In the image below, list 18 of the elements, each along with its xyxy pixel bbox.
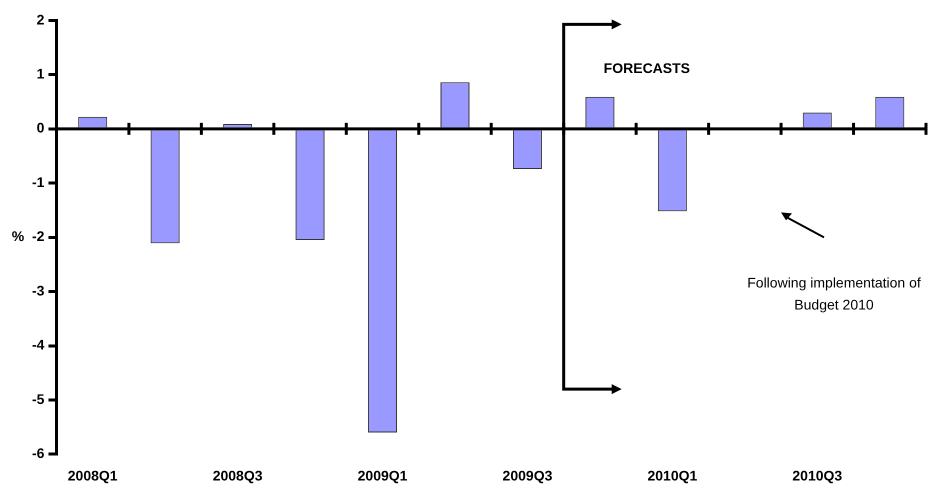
annotation: Following implementation of Budget 2010 [747,274,921,312]
y-tick-label: -5 [32,390,45,407]
y-tick-label: 2 [36,11,45,28]
x-tick-label: 2008Q1 [68,467,118,484]
y-tick-label: -2 [32,228,45,244]
x-tick-label: 2010Q3 [792,467,842,484]
y-tick-label: -3 [32,282,45,298]
x-tick-label: 2010Q1 [647,467,698,484]
x-tick-label: 2008Q3 [212,467,263,484]
y-tick-label: 1 [36,65,45,82]
y-tick-label: -4 [32,336,45,353]
x-tick-label: 2009Q1 [358,467,408,484]
y-axis-title: % [12,228,25,244]
y-tick-label: -1 [32,174,45,190]
annotation: FORECASTS [604,60,690,76]
y-tick-label: 0 [36,120,45,136]
x-tick-label: 2009Q3 [502,467,553,484]
y-tick-label: -6 [32,445,45,462]
